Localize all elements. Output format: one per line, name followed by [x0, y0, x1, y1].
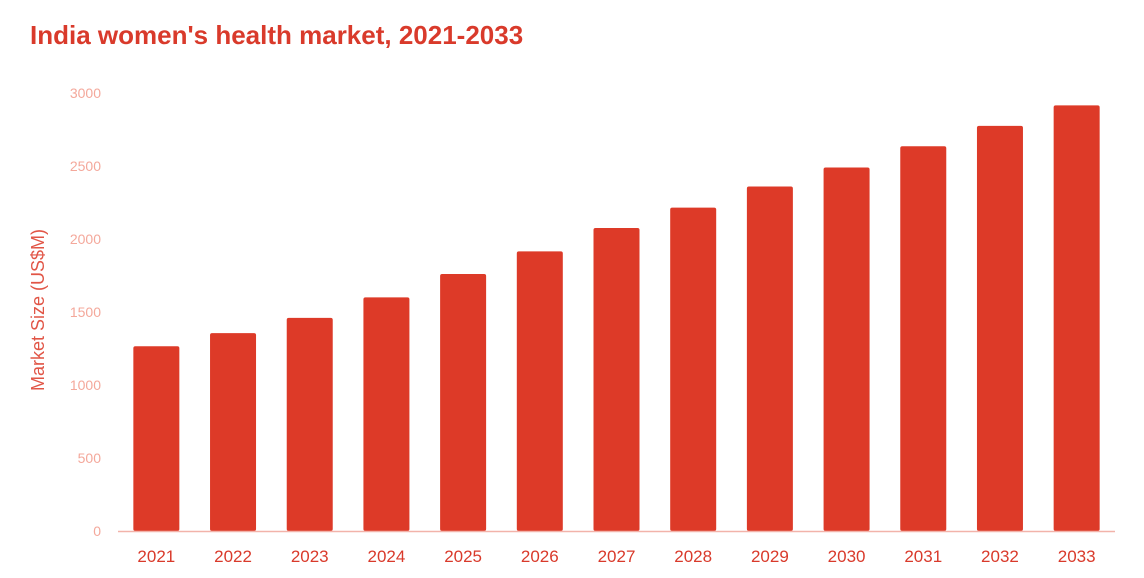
y-tick-label: 500 [78, 450, 102, 466]
bar-2033 [1053, 105, 1100, 531]
x-tick-label: 2031 [904, 547, 942, 566]
y-tick-label: 1500 [70, 304, 101, 320]
x-tick-label: 2024 [368, 547, 406, 566]
bar-2028 [670, 207, 717, 532]
bar-2021 [133, 346, 180, 531]
y-tick-label: 0 [93, 523, 101, 539]
bars-group [133, 105, 1100, 532]
bar-2024 [363, 297, 410, 531]
bar-2025 [440, 274, 487, 531]
y-tick-label: 1000 [70, 377, 101, 393]
y-axis-ticks: 0 500 1000 1500 2000 2500 3000 [70, 85, 101, 539]
bar-2027 [593, 228, 640, 532]
chart-title: India women's health market, 2021-2033 [30, 20, 524, 50]
y-tick-label: 2000 [70, 231, 101, 247]
x-tick-label: 2029 [751, 547, 789, 566]
x-tick-label: 2022 [214, 547, 252, 566]
x-tick-label: 2032 [981, 547, 1019, 566]
bar-2031 [900, 146, 947, 532]
bar-2029 [746, 186, 793, 531]
x-tick-label: 2025 [444, 547, 482, 566]
y-tick-label: 3000 [70, 85, 101, 101]
bar-2030 [823, 167, 870, 531]
x-tick-label: 2021 [137, 547, 175, 566]
x-tick-label: 2030 [828, 547, 866, 566]
x-axis-ticks: 2021 2022 2023 2024 2025 2026 2027 2028 2029 2030… [137, 547, 1095, 566]
y-axis-label: Market Size (US$M) [28, 229, 48, 391]
x-tick-label: 2026 [521, 547, 559, 566]
x-tick-label: 2027 [598, 547, 636, 566]
x-tick-label: 2028 [674, 547, 712, 566]
x-tick-label: 2023 [291, 547, 329, 566]
bar-2026 [516, 251, 563, 531]
bar-2022 [210, 333, 257, 531]
x-tick-label: 2033 [1058, 547, 1096, 566]
bar-2032 [976, 125, 1023, 531]
bar-2023 [286, 317, 333, 531]
y-tick-label: 2500 [70, 158, 101, 174]
